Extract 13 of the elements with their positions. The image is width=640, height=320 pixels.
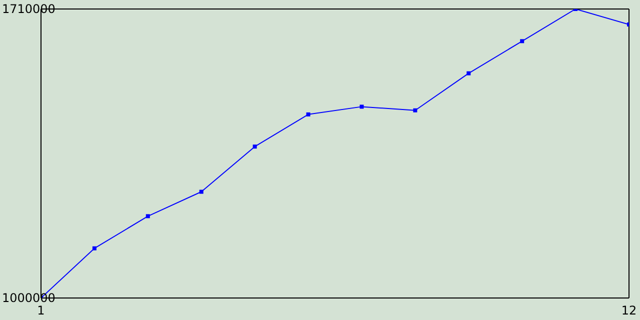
point [199,190,204,194]
y-tick-label: 1710000 [2,2,56,16]
point [306,112,310,116]
point [520,39,524,44]
point [92,246,96,250]
point [360,104,364,109]
point [252,144,257,149]
point [466,71,471,76]
x-tick-label: 1 [37,304,45,318]
x-tick-label: 12 [621,304,637,318]
y-tick-label: 1000000 [2,291,56,305]
point [146,214,150,218]
point [413,108,418,112]
